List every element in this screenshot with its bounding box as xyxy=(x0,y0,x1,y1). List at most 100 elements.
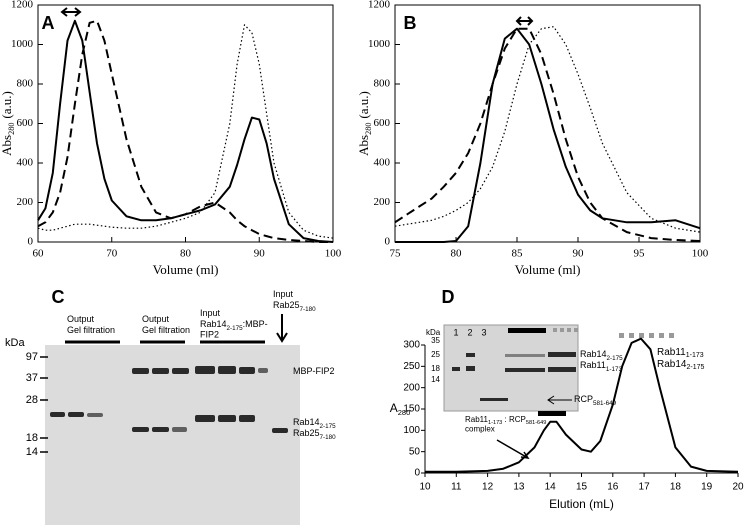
peak-label-part: Rab14 xyxy=(657,359,687,370)
x-tick-label: 70 xyxy=(106,248,118,260)
shift-arrow xyxy=(60,7,82,17)
series-line xyxy=(37,24,334,239)
gel-band xyxy=(466,366,475,371)
inset-squares xyxy=(553,328,578,332)
x-tick-label: 90 xyxy=(254,248,266,260)
lane-header: Input xyxy=(273,289,294,299)
y-label-sub: 280 xyxy=(364,123,373,135)
y-tick-label: 150 xyxy=(403,404,420,415)
gel-band xyxy=(172,427,187,432)
x-tick-label: 14 xyxy=(545,482,557,493)
inset-band-label-part: 1-173 xyxy=(606,366,623,373)
gel-band xyxy=(87,413,103,417)
x-tick-label: 90 xyxy=(573,248,585,260)
y-tick-label: 0 xyxy=(414,468,420,479)
gel-d-inset xyxy=(443,324,579,412)
inset-marker: 14 xyxy=(431,375,440,384)
gel-band xyxy=(218,415,236,422)
lane-header-part: Input xyxy=(200,308,221,318)
gel-background xyxy=(45,345,300,525)
y-label-main: A xyxy=(390,401,398,415)
gel-marker: 18 xyxy=(26,432,38,444)
x-tick-label: 13 xyxy=(513,482,525,493)
inset-band-label-part: Rab14 xyxy=(580,349,607,359)
lane-header-part: Input xyxy=(273,289,294,299)
gel-band xyxy=(239,415,255,422)
x-tick-label: 60 xyxy=(33,248,45,260)
y-tick-label: 200 xyxy=(374,196,391,208)
y-tick-label: 400 xyxy=(374,157,391,169)
y-label-tail: (a.u.) xyxy=(356,91,371,118)
y-tick-label: 100 xyxy=(403,425,420,436)
fraction-square xyxy=(567,328,571,332)
fraction-square xyxy=(659,333,664,338)
gel-kda: kDa xyxy=(5,337,25,349)
gel-band xyxy=(505,368,545,372)
lane-header: Output xyxy=(142,314,170,324)
lane-header-part: :MBP- xyxy=(243,319,268,329)
rcp-arrow xyxy=(547,395,572,405)
gel-band xyxy=(258,368,268,373)
gel-band xyxy=(239,367,255,374)
series-line xyxy=(394,26,701,233)
lane-header-part: Rab25 xyxy=(273,300,300,310)
x-tick-label: 100 xyxy=(325,248,342,260)
gel-band xyxy=(152,368,169,374)
x-tick-label: 75 xyxy=(390,248,402,260)
y-tick-label: 1200 xyxy=(368,0,391,11)
x-axis-label: Volume (ml) xyxy=(153,262,219,277)
y-label-sub: 280 xyxy=(7,123,16,135)
y-tick-label: 200 xyxy=(403,382,420,393)
y-tick-label: 800 xyxy=(17,78,34,90)
x-tick-label: 17 xyxy=(639,482,651,493)
gel-band xyxy=(218,366,236,374)
x-tick-label: 19 xyxy=(701,482,713,493)
gel-band-label: Rab142-175 xyxy=(293,417,336,430)
inset-marker: 18 xyxy=(431,364,440,373)
gel-band xyxy=(480,398,508,401)
fraction-bar xyxy=(538,411,566,416)
y-tick-label: 200 xyxy=(17,196,34,208)
inset-band-label-part: Rab11 xyxy=(580,360,606,370)
lane-header: Gel filtration xyxy=(142,325,190,335)
inset-band-label: Rab142-175 xyxy=(580,349,623,362)
gel-c-marker-ticks xyxy=(40,356,48,453)
lane-header-part: Output xyxy=(142,314,170,324)
y-tick-label: 1000 xyxy=(11,38,34,50)
y-tick-label: 300 xyxy=(403,340,420,351)
y-tick-label: 600 xyxy=(17,117,34,129)
lane-header-part: Gel filtration xyxy=(142,325,190,335)
fraction-square xyxy=(639,333,644,338)
gel-band xyxy=(466,353,475,357)
y-axis-label: Abs280 (a.u.) xyxy=(0,91,16,156)
fraction-square xyxy=(629,333,634,338)
fraction-square xyxy=(553,328,557,332)
x-tick-label: 18 xyxy=(670,482,682,493)
peak-label-part: 1-173 xyxy=(488,420,502,426)
y-tick-label: 1200 xyxy=(11,0,34,11)
y-tick-label: 0 xyxy=(385,236,391,248)
gel-band xyxy=(132,427,149,432)
lane-header: FIP2 xyxy=(200,330,219,340)
panel-label: D xyxy=(442,287,455,307)
y-tick-label: 400 xyxy=(17,157,34,169)
y-label-tail: (a.u.) xyxy=(0,91,14,118)
gel-band-label: MBP-FIP2 xyxy=(293,366,335,376)
gel-band xyxy=(272,428,288,433)
x-tick-label: 80 xyxy=(180,248,192,260)
peak-label-part: 2-175 xyxy=(686,364,704,371)
lane-label: 2 xyxy=(467,327,472,337)
gel-band-label-part: Rab25 xyxy=(293,428,320,438)
peak-label-part: complex xyxy=(465,425,495,434)
gel-band xyxy=(548,367,576,372)
y-tick-label: 0 xyxy=(28,236,34,248)
y-tick-label: 600 xyxy=(374,117,391,129)
lane-header: Input xyxy=(200,308,221,318)
gel-band xyxy=(50,412,65,417)
gel-c xyxy=(40,314,300,525)
inset-bands xyxy=(452,352,576,401)
gel-marker: 97 xyxy=(26,351,38,363)
lane-header-part: 7-180 xyxy=(300,306,317,313)
fraction-square xyxy=(574,328,578,332)
peak-label-part: 581-649 xyxy=(526,420,547,426)
